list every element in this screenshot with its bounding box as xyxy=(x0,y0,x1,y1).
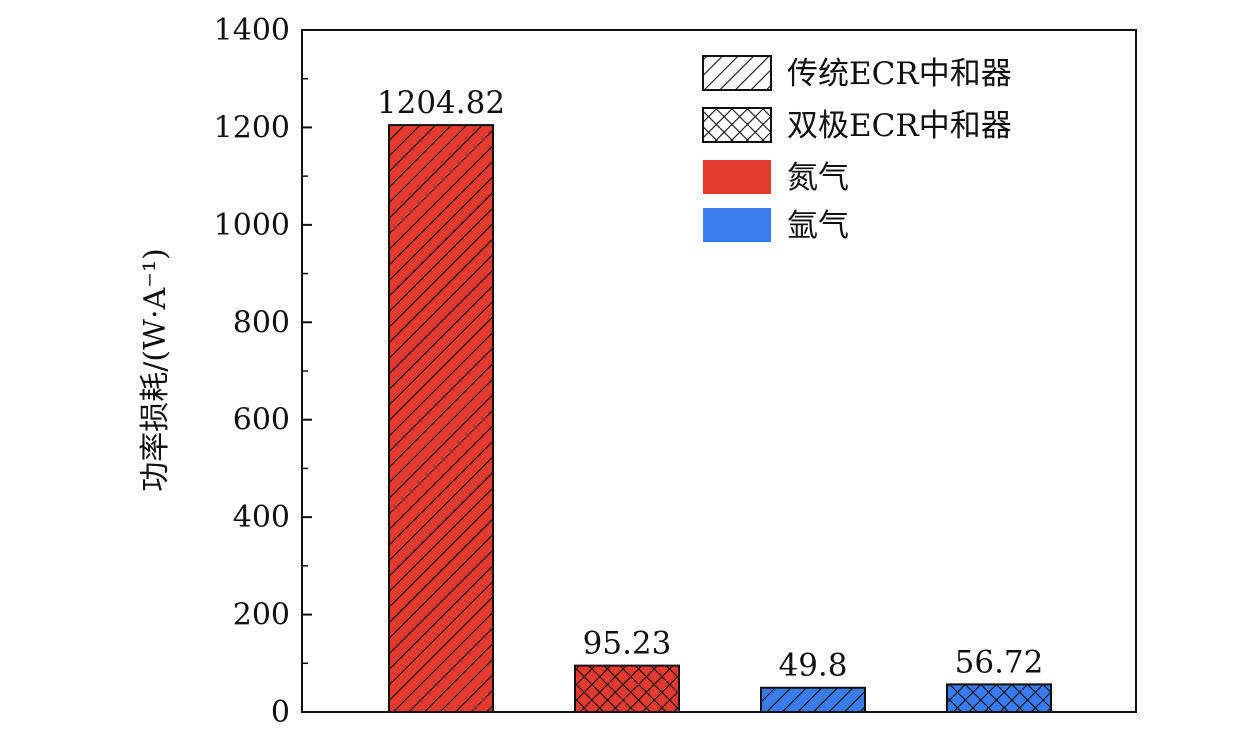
legend-swatch-outline xyxy=(702,55,772,91)
labels-layer: 1204.82 95.23 49.8 56.72 0 200 400 600 800 1000 12… xyxy=(214,13,1044,730)
legend-swatch-outline xyxy=(702,107,772,143)
y-tick-label: 800 xyxy=(233,305,290,340)
legend-swatch-hatch-b xyxy=(703,108,771,142)
legend-label: 传统ECR中和器 xyxy=(787,56,1012,92)
bars-layer xyxy=(388,124,1052,714)
y-tick-label: 1400 xyxy=(214,13,290,48)
legend-item-4: 氩气 xyxy=(703,208,849,244)
bar-hatch-b xyxy=(947,684,1051,712)
legend-swatch-color xyxy=(703,160,771,194)
bar-hatch xyxy=(761,687,865,712)
y-tick-label: 1000 xyxy=(214,208,290,243)
y-tick-label: 0 xyxy=(271,695,290,730)
legend-label: 双极ECR中和器 xyxy=(787,108,1012,144)
bar-hatch-b xyxy=(575,665,679,712)
y-tick-label: 200 xyxy=(233,598,290,633)
legend-item-3: 氮气 xyxy=(703,160,849,196)
bar-value-label: 95.23 xyxy=(583,626,672,662)
legend-label: 氮气 xyxy=(787,160,849,196)
legend-swatch-hatch xyxy=(703,56,771,90)
bar-1 xyxy=(388,124,494,713)
bar-value-label: 1204.82 xyxy=(377,85,505,121)
y-axis-title: 功率损耗/(W·A⁻¹) xyxy=(138,248,173,491)
legend-label: 氩气 xyxy=(787,208,849,244)
y-tick-label: 600 xyxy=(233,403,290,438)
y-tick-label: 1200 xyxy=(214,110,290,145)
bar-3 xyxy=(760,686,866,714)
y-tick-label: 400 xyxy=(233,500,290,535)
bar-2 xyxy=(574,664,680,713)
bar-4 xyxy=(946,683,1052,714)
bar-value-label: 49.8 xyxy=(778,648,847,684)
legend-item-2: 双极ECR中和器 xyxy=(702,107,1012,144)
bar-hatch xyxy=(389,125,493,712)
legend-swatch-color xyxy=(703,208,771,242)
bar-value-label: 56.72 xyxy=(955,644,1044,680)
legend-item-1: 传统ECR中和器 xyxy=(702,55,1012,92)
axes-layer xyxy=(301,29,1137,713)
